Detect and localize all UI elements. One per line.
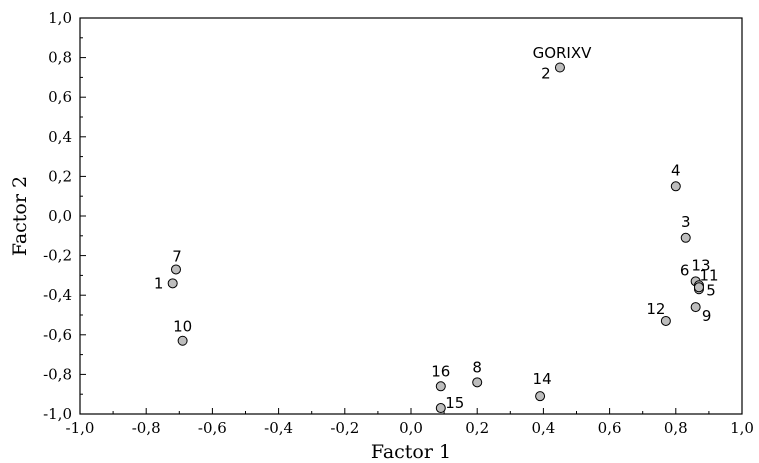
data-point bbox=[680, 232, 691, 243]
y-tick-label: 0,4 bbox=[48, 128, 72, 146]
x-tick-label: 0,0 bbox=[399, 419, 423, 437]
data-points bbox=[167, 62, 704, 414]
point-label: 4 bbox=[671, 161, 681, 179]
data-point bbox=[167, 278, 178, 289]
point-label: 3 bbox=[681, 213, 691, 231]
data-point bbox=[535, 391, 546, 402]
x-tick-label: -0,6 bbox=[198, 419, 227, 437]
x-axis: -1,0 -0,8 -0,6 -0,4 -0,2 0,0 0,2 0,4 0,6 0,8 1,0 bbox=[66, 408, 754, 437]
data-point bbox=[435, 403, 446, 414]
y-tick-label: 0,2 bbox=[48, 167, 72, 185]
y-axis: 1,0 0,8 0,6 0,4 0,2 0,0 -0,2 -0,4 -0,6 -0,8 -1,0 bbox=[43, 9, 86, 423]
y-tick-label: -0,8 bbox=[43, 365, 72, 383]
y-tick-label: 1,0 bbox=[48, 9, 72, 27]
point-label: 1 bbox=[154, 274, 164, 292]
point-label: 13 bbox=[691, 256, 710, 274]
data-point bbox=[670, 181, 681, 192]
y-tick-label: 0,8 bbox=[48, 49, 72, 67]
y-tick-label: 0,6 bbox=[48, 88, 72, 106]
data-point bbox=[170, 264, 181, 275]
data-point bbox=[693, 282, 704, 293]
point-label: 11 bbox=[699, 266, 718, 284]
y-tick-label: -0,6 bbox=[43, 326, 72, 344]
point-label: 9 bbox=[702, 307, 712, 325]
point-label: 10 bbox=[173, 318, 192, 336]
x-tick-label: 0,6 bbox=[598, 419, 622, 437]
x-tick-label: -0,4 bbox=[264, 419, 293, 437]
point-label: 7 bbox=[172, 247, 182, 265]
y-tick-label: 0,0 bbox=[48, 207, 72, 225]
y-tick-label: -0,4 bbox=[43, 286, 72, 304]
point-label: 12 bbox=[646, 300, 665, 318]
x-tick-label: 0,4 bbox=[531, 419, 555, 437]
x-axis-title: Factor 1 bbox=[371, 441, 451, 463]
data-point bbox=[435, 381, 446, 392]
y-tick-label: -1,0 bbox=[43, 405, 72, 423]
x-tick-label: -0,2 bbox=[330, 419, 359, 437]
data-point bbox=[472, 377, 483, 388]
data-point bbox=[554, 62, 565, 73]
data-point bbox=[177, 335, 188, 346]
point-label: 2 bbox=[541, 65, 551, 83]
point-label: 6 bbox=[680, 261, 690, 279]
x-tick-label: 0,8 bbox=[664, 419, 688, 437]
point-label: 14 bbox=[533, 370, 552, 388]
x-tick-label: 0,2 bbox=[465, 419, 489, 437]
data-point bbox=[690, 302, 701, 313]
x-tick-label: -0,8 bbox=[132, 419, 161, 437]
point-label: 15 bbox=[445, 394, 464, 412]
data-point bbox=[660, 315, 671, 326]
point-label: 16 bbox=[431, 362, 450, 380]
annotation-gorixv: GORIXV bbox=[533, 44, 593, 62]
y-axis-title: Factor 2 bbox=[9, 176, 31, 256]
plot-frame bbox=[79, 17, 743, 415]
y-tick-label: -0,2 bbox=[43, 247, 72, 265]
x-tick-label: -1,0 bbox=[66, 419, 95, 437]
point-label: 8 bbox=[472, 358, 482, 376]
point-label: 5 bbox=[706, 281, 716, 299]
x-tick-label: 1,0 bbox=[730, 419, 754, 437]
